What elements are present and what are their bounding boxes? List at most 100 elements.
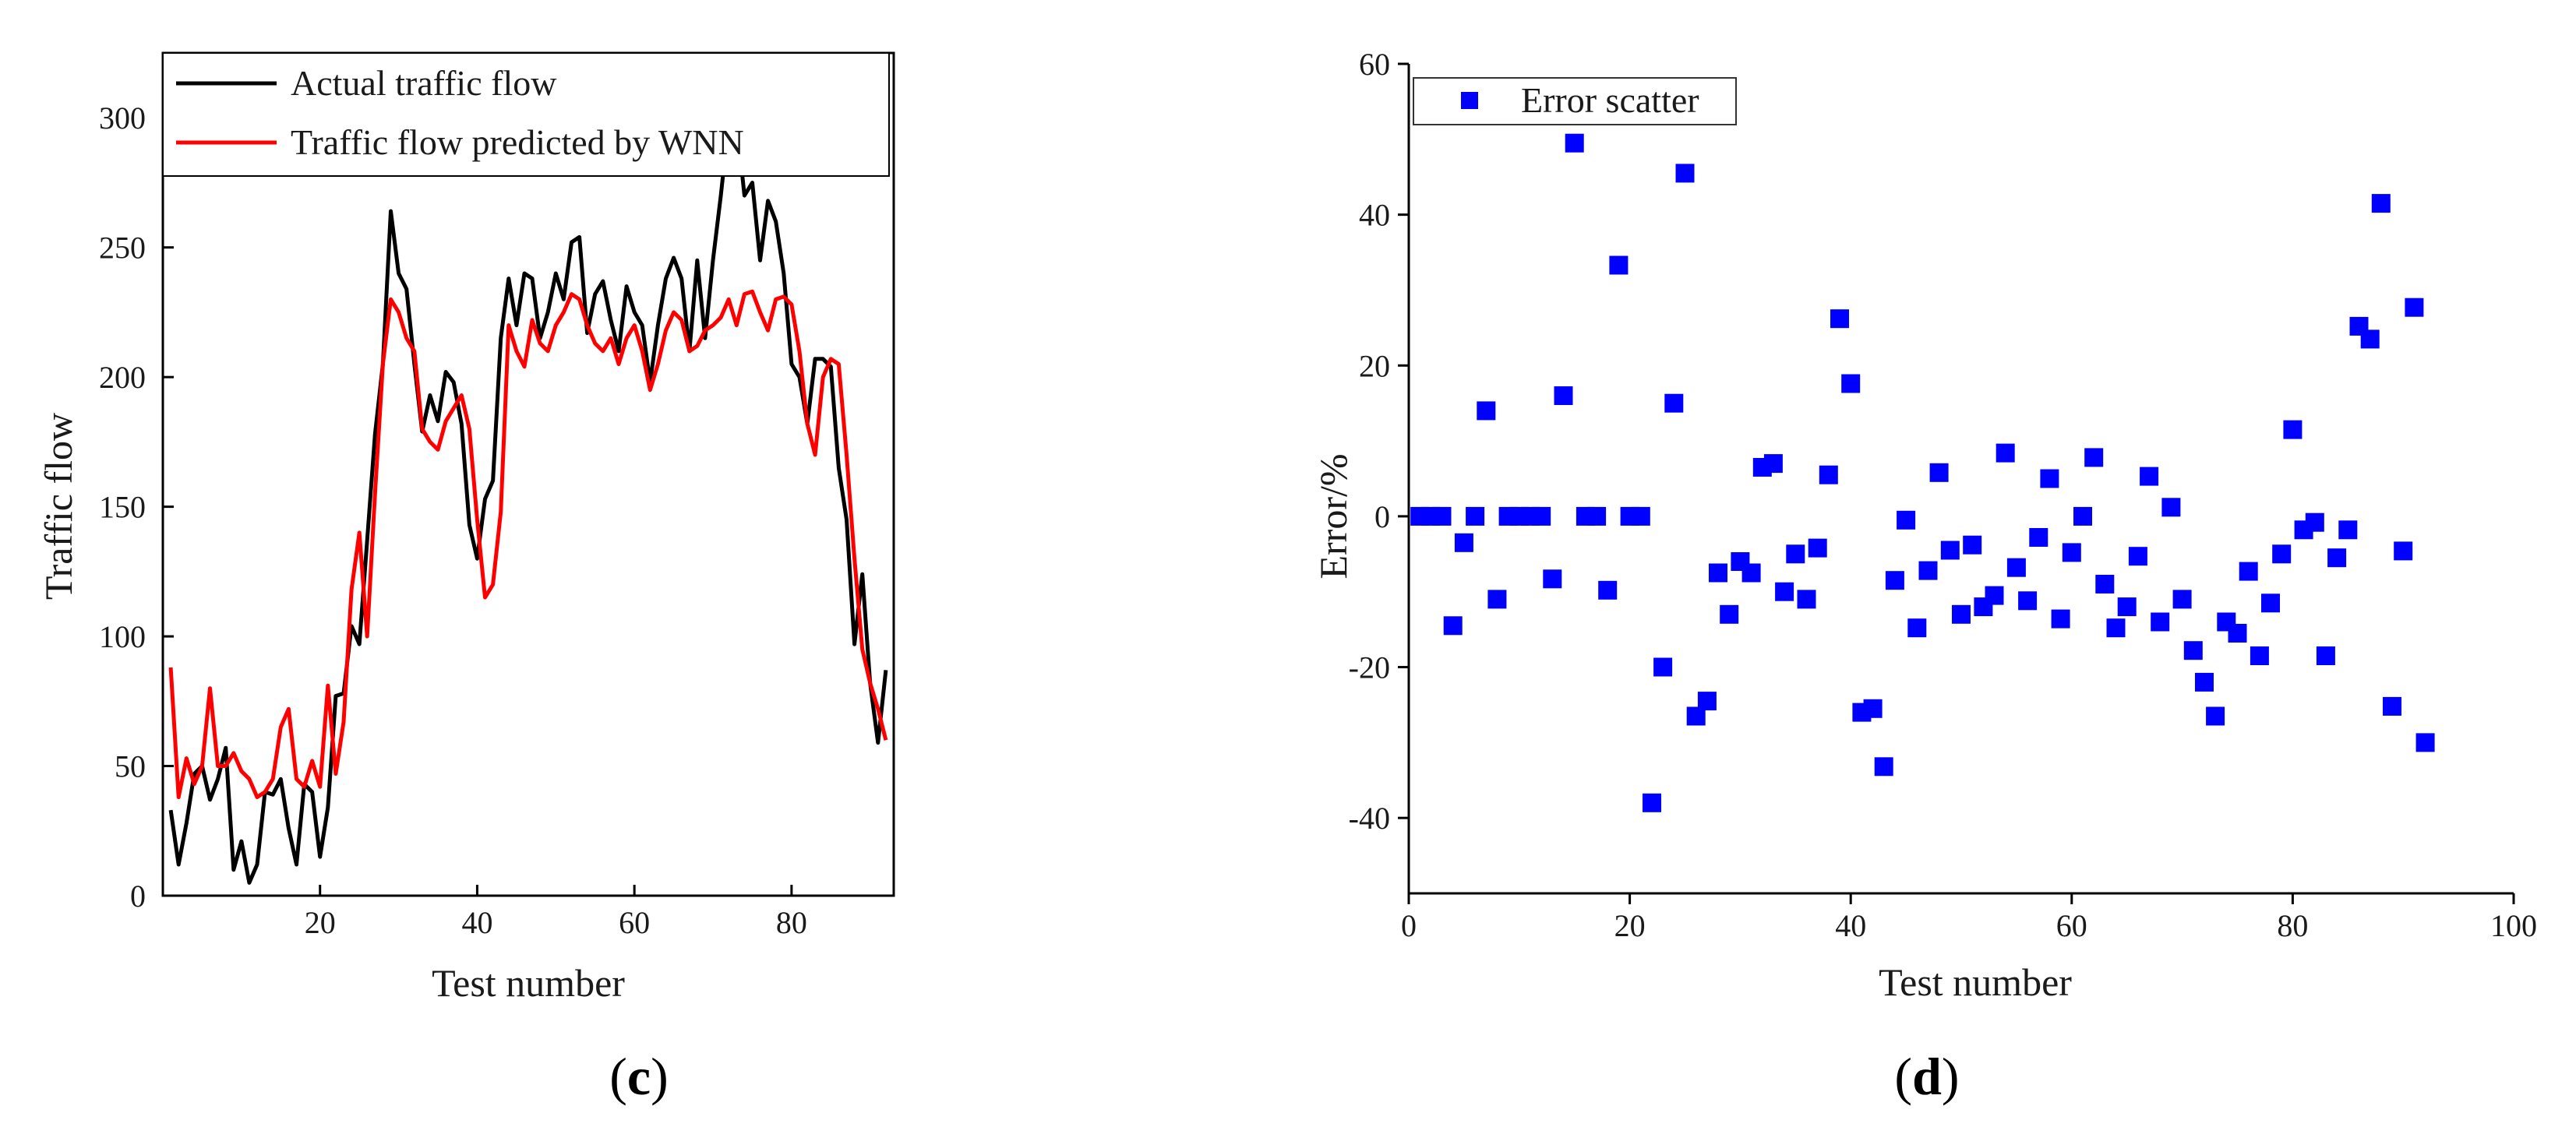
- scatter-point: [1432, 506, 1452, 526]
- scatter-point: [2117, 597, 2137, 617]
- scatter-point: [1874, 757, 1893, 777]
- scatter-point: [2261, 593, 2280, 613]
- scatter-point: [2029, 528, 2048, 547]
- panel-c-letter: c: [627, 1047, 651, 1106]
- scatter-point: [1554, 386, 1573, 405]
- chart-d-y-tick-label: 0: [1374, 499, 1390, 534]
- scatter-point: [2151, 612, 2170, 632]
- chart-d-y-tick-label: 60: [1359, 47, 1390, 82]
- scatter-point: [2383, 696, 2401, 716]
- scatter-point: [2272, 544, 2292, 564]
- chart-d-x-tick-label: 20: [1614, 908, 1646, 943]
- scatter-point: [2371, 194, 2391, 213]
- chart-c-y-tick-label: 0: [130, 879, 146, 914]
- scatter-point: [2073, 506, 2092, 526]
- scatter-point: [1697, 692, 1717, 711]
- scatter-point: [1664, 393, 1684, 413]
- scatter-point: [2183, 641, 2203, 660]
- chart-d-y-axis-label: Error/%: [1311, 453, 1355, 579]
- scatter-point: [2062, 543, 2081, 562]
- chart-d-x-tick-label: 60: [2056, 908, 2087, 943]
- scatter-point: [2360, 329, 2380, 349]
- scatter-point: [2316, 646, 2335, 665]
- scatter-point: [2018, 591, 2038, 611]
- scatter-point: [1830, 309, 1849, 329]
- scatter-point: [1885, 571, 1904, 590]
- scatter-point: [2128, 547, 2147, 566]
- chart-c-y-tick-label: 150: [99, 490, 146, 525]
- legend-marker-error: [1461, 92, 1478, 109]
- scatter-point: [2415, 733, 2435, 752]
- scatter-point: [1841, 374, 1861, 393]
- scatter-point: [1454, 533, 1473, 552]
- scatter-point: [1797, 590, 1816, 609]
- chart-d-x-tick-label: 80: [2277, 908, 2308, 943]
- scatter-point: [2327, 548, 2347, 568]
- scatter-point: [1443, 616, 1463, 636]
- scatter-point: [2338, 520, 2358, 540]
- scatter-point: [2239, 562, 2258, 581]
- scatter-point: [1543, 569, 1562, 589]
- legend-label-error: Error scatter: [1521, 80, 1699, 120]
- chart-c-x-tick-label: 20: [305, 905, 336, 940]
- scatter-point: [2095, 575, 2115, 593]
- scatter-point: [2040, 469, 2059, 488]
- series-line-actual-traffic-flow: [168, 118, 888, 885]
- chart-d-points: [1410, 133, 2435, 812]
- chart-d-y-tick-label: -20: [1349, 650, 1390, 685]
- scatter-point: [1643, 793, 1661, 812]
- chart-d-x-tick-label: 40: [1835, 908, 1866, 943]
- scatter-point: [1763, 454, 1783, 474]
- chart-c-y-tick-label: 300: [99, 100, 146, 136]
- scatter-point: [2051, 609, 2070, 629]
- scatter-point: [2250, 646, 2269, 665]
- scatter-point: [1786, 544, 1805, 564]
- scatter-point: [1487, 590, 1507, 609]
- scatter-point: [1741, 563, 1761, 583]
- chart-c-x-tick-label: 40: [461, 905, 492, 940]
- chart-c-legend-box: [162, 52, 890, 177]
- scatter-point: [2084, 448, 2104, 467]
- chart-d-legend: Error scatter: [1413, 77, 1737, 125]
- scatter-point: [1609, 255, 1629, 275]
- scatter-point: [2206, 706, 2225, 726]
- chart-d-x-tick-label: 0: [1401, 908, 1417, 943]
- scatter-point: [1598, 580, 1618, 600]
- scatter-point: [1918, 561, 1938, 580]
- scatter-point: [1709, 563, 1727, 583]
- scatter-point: [2394, 541, 2413, 561]
- chart-c-x-axis-label: Test number: [432, 961, 625, 1005]
- scatter-point: [1929, 463, 1949, 482]
- scatter-point: [1863, 699, 1883, 718]
- chart-d-y-tick-label: 20: [1359, 348, 1390, 383]
- scatter-point: [1985, 586, 2004, 605]
- scatter-point: [1653, 657, 1673, 677]
- chart-c-legend: Actual traffic flow Traffic flow predict…: [162, 52, 890, 177]
- legend-label-actual: Actual traffic flow: [291, 63, 557, 103]
- chart-c-y-tick-label: 50: [115, 749, 146, 784]
- scatter-point: [1675, 164, 1695, 183]
- traffic-flow-line-chart: 20 40 60 80 0 50 100 150 200 250 300 Actual traffi…: [37, 51, 895, 1005]
- scatter-point: [1963, 535, 1982, 555]
- scatter-point: [2228, 624, 2247, 643]
- scatter-point: [2283, 420, 2303, 439]
- scatter-point: [1775, 582, 1794, 601]
- scatter-point: [1466, 506, 1485, 526]
- series-line-predicted-wnn: [168, 289, 888, 799]
- scatter-point: [2172, 590, 2192, 609]
- scatter-point: [1952, 604, 1971, 624]
- scatter-point: [2405, 298, 2424, 317]
- chart-d-y-tick-label: 40: [1359, 198, 1390, 233]
- chart-d-x-tick-label: 100: [2490, 908, 2537, 943]
- scatter-point: [1565, 133, 1584, 153]
- chart-d-y-tick-label: -40: [1349, 801, 1390, 836]
- legend-label-predicted: Traffic flow predicted by WNN: [291, 122, 744, 162]
- chart-c-series-lines: [168, 118, 888, 885]
- scatter-point: [2195, 672, 2214, 692]
- chart-c-y-axis-label: Traffic flow: [37, 413, 80, 600]
- chart-c-y-tick-label: 200: [99, 360, 146, 395]
- panel-label-d: (d): [1894, 1047, 1959, 1106]
- scatter-point: [2006, 558, 2026, 577]
